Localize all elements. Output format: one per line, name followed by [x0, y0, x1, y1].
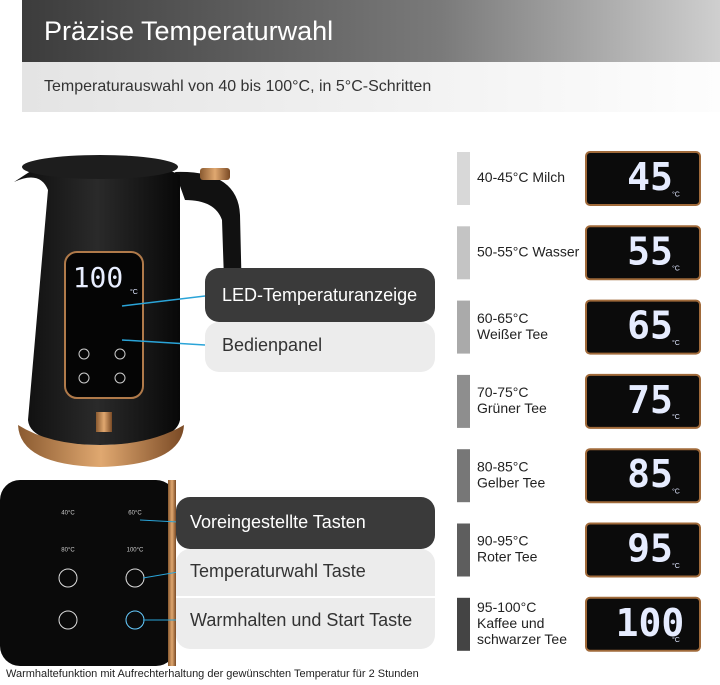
preset-list: 40-45°C Milch 45 °C50-55°C Wasser 55 °C60-65… [457, 151, 701, 652]
subtitle-band [22, 62, 720, 112]
icon-label: 40°C [61, 511, 75, 517]
swatch [457, 597, 470, 651]
display [585, 448, 701, 504]
display [585, 151, 701, 206]
preset-label: 80-85°C [477, 458, 529, 474]
display-digits: 100 [616, 601, 685, 645]
panel-closeup: 40°C 60°C 80°C 100°C [0, 480, 179, 666]
display [585, 225, 701, 281]
callout-label: Voreingestellte Tasten [190, 512, 366, 532]
callout-light [176, 549, 435, 649]
preset-label: schwarzer Tee [477, 631, 567, 647]
display-unit: °C [672, 190, 680, 198]
callout-label: LED-Temperaturanzeige [222, 285, 417, 305]
swatch [457, 300, 470, 354]
display-unit: °C [672, 488, 680, 496]
display-unit: °C [672, 339, 680, 347]
footer: Warmhaltefunktion mit Aufrechterhaltung … [6, 668, 419, 680]
display [585, 522, 701, 578]
icon-label: 60°C [128, 511, 142, 517]
preset-label: Weißer Tee [477, 326, 548, 342]
display-digits: 55 [627, 229, 673, 273]
display-digits: 65 [627, 304, 673, 348]
display [585, 596, 701, 652]
preset-label: 95-100°C [477, 599, 536, 615]
callout-light [205, 322, 435, 372]
display-digits: 45 [627, 155, 673, 199]
display-unit: °C [672, 562, 680, 570]
callout-label: Temperaturwahl Taste [190, 561, 366, 581]
kettle-display: 100 [73, 261, 124, 294]
display-digits: 95 [627, 527, 673, 571]
preset-label: Grüner Tee [477, 400, 547, 416]
preset-label: 90-95°C [477, 533, 529, 549]
display-unit: °C [672, 413, 680, 421]
display-digits: 85 [627, 452, 673, 496]
callout-label: Bedienpanel [222, 335, 322, 355]
header-band [22, 0, 720, 62]
kettle-unit: °C [130, 288, 138, 296]
preset-label: Roter Tee [477, 549, 538, 565]
display [585, 299, 701, 355]
kettle: 100 °C [14, 155, 242, 467]
subtitle: Temperaturauswahl von 40 bis 100°C, in 5… [44, 78, 431, 95]
preset-label: 50-55°C Wasser [477, 244, 580, 260]
swatch [457, 523, 470, 577]
preset-label: Kaffee und [477, 615, 544, 631]
display [585, 373, 701, 429]
title: Präzise Temperaturwahl [44, 16, 333, 46]
swatch [457, 152, 470, 205]
preset-label: Gelber Tee [477, 474, 545, 490]
display-unit: °C [672, 636, 680, 644]
callout-label: Warmhalten und Start Taste [190, 610, 412, 630]
swatch [457, 449, 470, 503]
callout-dark [205, 268, 435, 322]
callout-dark [176, 497, 435, 549]
icon-label: 100°C [127, 548, 144, 554]
preset-label: 70-75°C [477, 384, 529, 400]
display-unit: °C [672, 265, 680, 273]
display-digits: 75 [627, 378, 673, 422]
icon-label: 80°C [61, 548, 75, 554]
preset-label: 60-65°C [477, 310, 529, 326]
preset-label: 40-45°C Milch [477, 169, 565, 185]
swatch [457, 374, 470, 428]
swatch [457, 226, 470, 280]
